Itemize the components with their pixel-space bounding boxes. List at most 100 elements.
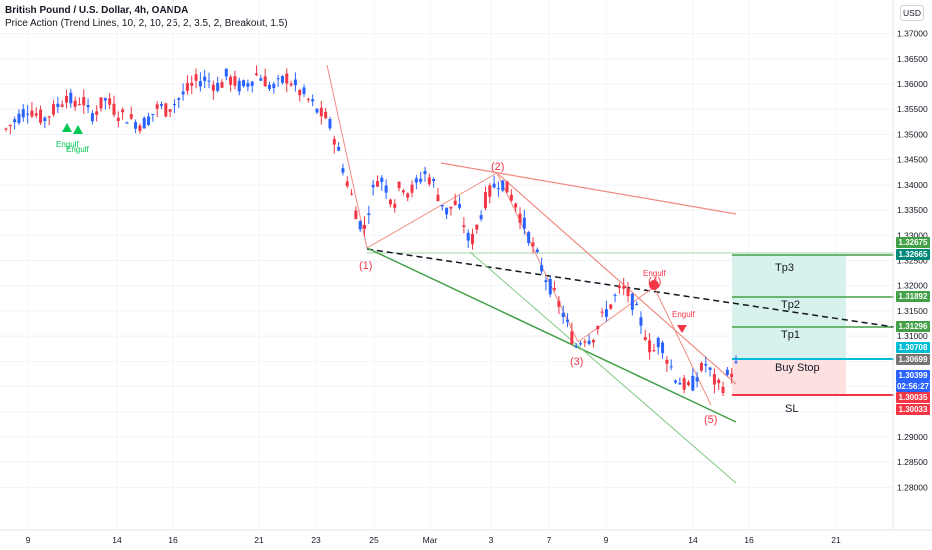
time-axis-label: 9 [26,535,31,545]
candle-body [255,73,259,76]
candle-body [229,76,233,85]
price-axis-label: 1.34000 [897,180,928,190]
candle-body [635,303,639,305]
candle-body [64,95,68,103]
candle-body [69,92,73,104]
candle-body [160,104,164,106]
bull-engulf-arrow-icon [73,125,83,134]
time-axis-label: 16 [168,535,178,545]
chart-labels: Engulf Engulf Engulf Engulf (1) (2) (3) … [56,140,820,426]
candle-body [643,337,647,340]
channel-trendline [469,251,737,484]
candle-body [488,185,492,197]
candle-body [30,110,34,117]
candle-body [371,184,375,188]
candle-body [73,100,77,107]
candle-body [604,309,608,317]
candle-body [458,204,462,208]
candle-body [276,78,280,80]
time-axis-label: 3 [489,535,494,545]
candle-body [665,359,669,364]
candle-body [466,232,470,241]
time-axis[interactable]: 9 14 16 21 23 25 Mar 3 7 9 14 16 21 [0,529,932,545]
price-tag-sl-alt: 1.30033 [896,404,930,415]
engulf-label: Engulf [56,140,79,149]
pre-1-line [326,64,368,249]
time-axis-label: 16 [744,535,754,545]
wave-1-2-line [366,172,498,249]
price-axis[interactable]: 1.37000 1.36500 1.36000 1.35500 1.35000 1.345… [892,0,928,530]
price-axis-label: 1.34500 [897,155,928,165]
candle-body [60,104,64,107]
price-axis-label: 1.31000 [897,331,928,341]
candle-body [691,375,695,391]
candle-body [527,232,531,243]
candle-body [280,76,284,83]
candle-body [90,113,94,122]
candle-body [613,294,617,296]
price-axis-label: 1.36000 [897,79,928,89]
time-axis-label: 9 [604,535,609,545]
candle-body [259,78,263,81]
candle-body [686,382,690,386]
candle-body [337,146,341,151]
candle-body [708,367,712,370]
candle-body [717,379,721,384]
candle-body [324,111,328,119]
candle-body [242,80,246,87]
candle-body [134,122,138,129]
candle-body [678,382,682,385]
candle-body [682,378,686,390]
wave-4-5-line [653,286,712,406]
candle-body [237,80,241,92]
candle-body [13,119,17,123]
candle-body [609,304,613,309]
candle-body [514,203,518,208]
candle-body [47,116,51,118]
price-axis-label: 1.33000 [897,230,928,240]
candle-body [566,319,570,322]
candle-body [216,82,220,91]
candle-body [591,339,595,343]
price-axis-label: 1.35000 [897,129,928,139]
candle-body [138,125,142,132]
price-axis-label: 1.37000 [897,29,928,39]
candle-body [440,204,444,207]
candle-body [725,369,729,375]
candle-body [648,340,652,353]
candle-body [328,119,332,129]
candle-body [112,103,116,115]
price-tag-tp3-alt: 1.32665 [896,249,930,260]
candle-body [652,350,656,352]
candle-body [432,179,436,182]
candle-body [52,104,56,115]
candle-body [125,122,129,124]
wave-label: (5) [704,414,717,426]
candle-body [272,83,276,89]
candle-body [669,366,673,368]
candle-body [250,81,254,86]
candle-body [522,217,526,229]
candle-body [583,341,587,343]
candles [4,65,738,397]
candle-body [26,113,30,115]
candle-body [345,181,349,187]
candle-body [203,76,207,81]
candle-body [185,83,189,91]
indicator-legend[interactable]: Price Action (Trend Lines, 10, 2, 10, 25… [5,18,288,29]
price-tag-last: 1.30399 [896,370,930,381]
candle-body [475,224,479,230]
candle-body [4,128,8,130]
symbol-title[interactable]: British Pound / U.S. Dollar, 4h, OANDA [5,5,189,16]
candle-body [496,188,500,190]
candle-body [393,203,397,208]
dashed-trendline [366,248,895,328]
candle-body [492,183,496,188]
candle-body [380,177,384,183]
candle-body [596,326,600,330]
candle-body [293,79,297,86]
candle-body [142,117,146,129]
candle-body [194,74,198,81]
currency-badge[interactable]: USD [900,5,924,21]
